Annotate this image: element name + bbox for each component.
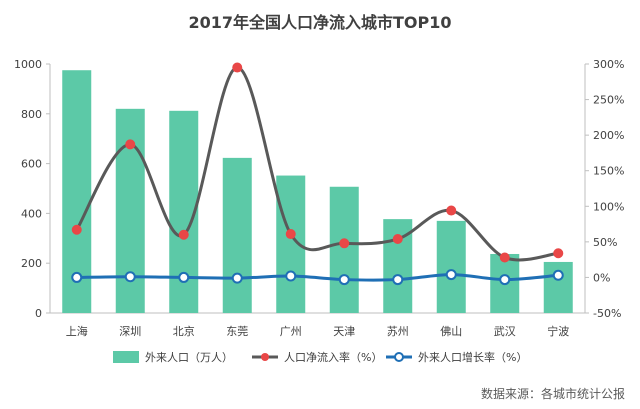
growth-point-天津	[338, 274, 350, 286]
net-inflow-point-天津	[339, 238, 350, 249]
net-inflow-point-上海	[71, 224, 82, 235]
net-inflow-point-北京	[178, 229, 189, 240]
x-tick-label: 上海	[66, 324, 88, 338]
x-tick-label: 苏州	[387, 325, 409, 338]
right-tick-label: -50%	[593, 307, 621, 320]
right-tick-label: 300%	[593, 58, 624, 71]
left-tick-label: 200	[21, 257, 42, 270]
x-tick-label: 北京	[173, 324, 195, 338]
x-tick-label: 武汉	[494, 325, 516, 338]
left-tick-label: 600	[21, 158, 42, 171]
source-note: 数据来源：各城市统计公报	[481, 386, 625, 401]
net-inflow-point-佛山	[446, 205, 457, 216]
net-inflow-point-广州	[285, 229, 296, 240]
legend: 外来人口（万人） 人口净流入率（%） 外来人口增长率（%）	[113, 350, 527, 364]
bar-宁波	[543, 261, 573, 313]
growth-point-宁波	[552, 269, 564, 281]
right-tick-label: 200%	[593, 129, 624, 142]
x-tick-labels: 上海 深圳 北京 东莞 广州 天津 苏州 佛山 武汉 宁波	[66, 324, 570, 338]
bar-东莞	[222, 157, 252, 313]
x-tick-label: 佛山	[440, 325, 462, 338]
x-tick-label: 东莞	[226, 325, 248, 338]
net-inflow-point-苏州	[392, 234, 403, 245]
left-tick-label: 400	[21, 207, 42, 220]
legend-marker	[394, 352, 404, 362]
growth-point-北京	[178, 271, 190, 283]
left-tick-label: 1000	[14, 58, 42, 71]
left-tick-label: 800	[21, 108, 42, 121]
right-tick-label: 50%	[593, 236, 617, 249]
growth-point-上海	[71, 271, 83, 283]
line-growth-rate	[76, 273, 559, 282]
left-tick-label: 0	[35, 307, 42, 320]
chart-title: 2017年全国人口净流入城市TOP10	[188, 13, 451, 32]
right-tick-label: 0%	[593, 271, 610, 284]
net-inflow-point-武汉	[499, 252, 510, 263]
right-tick-label: 150%	[593, 165, 624, 178]
x-tick-label: 天津	[333, 325, 355, 338]
bar-佛山	[436, 220, 466, 313]
growth-point-武汉	[499, 274, 511, 286]
line-net-inflow-rate	[75, 66, 559, 262]
legend-marker	[261, 353, 269, 361]
right-tick-label: 250%	[593, 94, 624, 107]
line-series	[71, 62, 564, 286]
legend-label: 人口净流入率（%）	[284, 350, 382, 364]
legend-label: 外来人口（万人）	[145, 351, 233, 364]
axes: 0 200 400 600 800 1000 -50% 0% 50% 100% 150% 200% 25…	[14, 58, 624, 320]
legend-swatch-bar	[113, 351, 139, 363]
growth-point-苏州	[392, 274, 404, 286]
legend-label: 外来人口增长率（%）	[418, 350, 527, 364]
x-tick-label: 深圳	[119, 325, 141, 338]
growth-point-深圳	[124, 271, 136, 283]
net-inflow-point-东莞	[232, 62, 243, 73]
net-inflow-point-宁波	[553, 248, 564, 259]
growth-point-佛山	[445, 269, 457, 281]
right-tick-label: 100%	[593, 200, 624, 213]
x-tick-label: 宁波	[547, 324, 569, 338]
x-tick-label: 广州	[280, 325, 302, 338]
bar-天津	[329, 186, 359, 313]
growth-point-广州	[285, 270, 297, 282]
net-inflow-point-深圳	[125, 139, 136, 150]
growth-point-东莞	[231, 272, 243, 284]
